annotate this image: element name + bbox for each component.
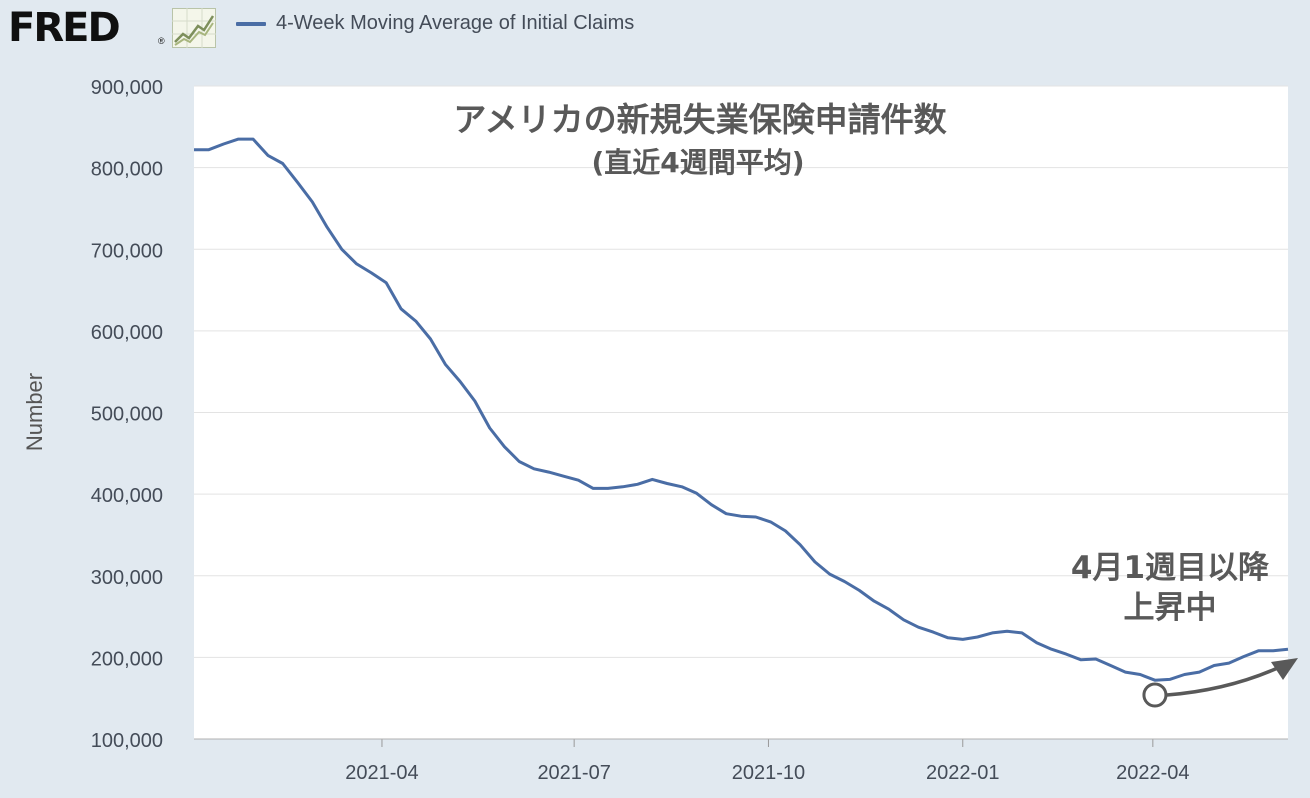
y-axis-label: Number bbox=[22, 373, 47, 451]
x-tick-label: 2021-07 bbox=[537, 762, 610, 784]
chart-subtitle: (直近4週間平均) bbox=[591, 146, 804, 179]
y-tick-label: 100,000 bbox=[91, 730, 163, 752]
fred-logo[interactable]: FRED bbox=[8, 5, 121, 51]
y-axis-ticks: 900,000 800,000 700,000 600,000 500,000 400,0… bbox=[91, 77, 163, 752]
x-axis-ticks: 2021-04 2021-07 2021-10 2022-01 2022-04 bbox=[194, 738, 1288, 784]
y-tick-label: 600,000 bbox=[91, 322, 163, 344]
legend-swatch bbox=[236, 22, 266, 26]
y-tick-label: 700,000 bbox=[91, 240, 163, 262]
annotation-arrow bbox=[1166, 664, 1283, 697]
annotation-circle-marker bbox=[1142, 682, 1168, 708]
chart-header: FRED ® 4-Week Moving Average of Initial … bbox=[0, 0, 1310, 56]
y-tick-label: 400,000 bbox=[91, 485, 163, 507]
fred-logo-registered-mark: ® bbox=[158, 36, 165, 46]
x-tick-label: 2021-04 bbox=[345, 762, 418, 784]
x-tick-label: 2022-01 bbox=[926, 762, 999, 784]
y-tick-label: 800,000 bbox=[91, 159, 163, 181]
y-tick-label: 200,000 bbox=[91, 648, 163, 670]
series-line-initial-claims bbox=[194, 137, 1289, 682]
annotation-line-1: 4月1週目以降 bbox=[1071, 550, 1270, 586]
chart-line-icon bbox=[172, 8, 216, 48]
x-tick-label: 2022-04 bbox=[1116, 762, 1189, 784]
y-tick-label: 900,000 bbox=[91, 77, 163, 99]
legend-label: 4-Week Moving Average of Initial Claims bbox=[276, 12, 635, 34]
annotation-line-2: 上昇中 bbox=[1124, 590, 1217, 626]
x-tick-label: 2021-10 bbox=[732, 762, 805, 784]
annotation-arrowhead bbox=[1271, 658, 1298, 680]
y-tick-label: 500,000 bbox=[91, 404, 163, 426]
y-tick-label: 300,000 bbox=[91, 567, 163, 589]
chart-title: アメリカの新規失業保険申請件数 bbox=[453, 100, 947, 139]
gridlines bbox=[194, 85, 1288, 740]
